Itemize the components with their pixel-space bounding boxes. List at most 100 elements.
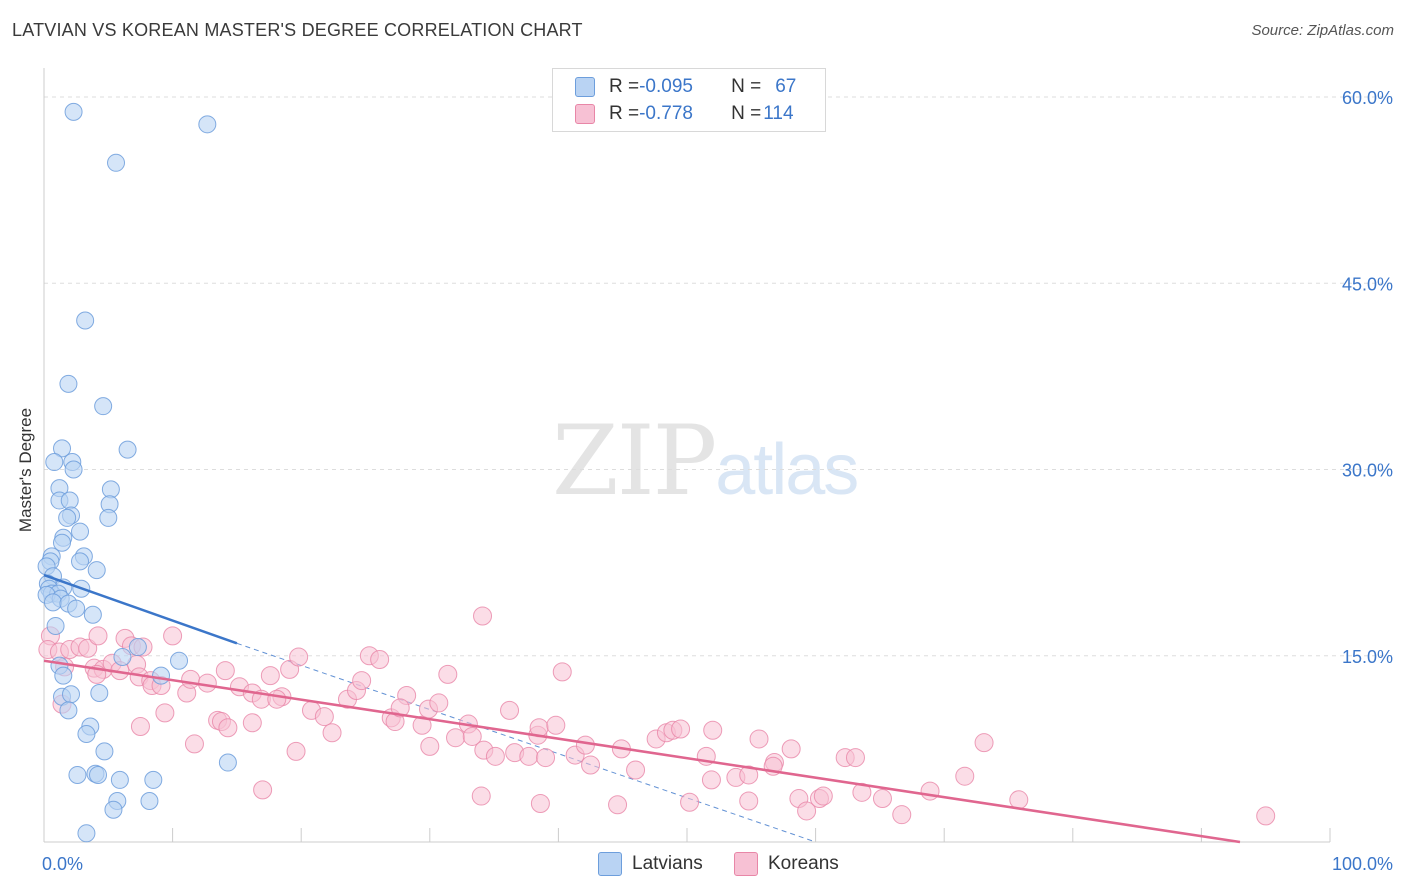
korean-point bbox=[78, 638, 98, 658]
korean-point bbox=[703, 720, 723, 740]
korean-point bbox=[955, 766, 975, 786]
korean-point bbox=[286, 741, 306, 761]
latvian-point bbox=[198, 115, 217, 134]
korean-point bbox=[473, 606, 493, 626]
korean-point bbox=[471, 786, 491, 806]
legend-latvians[interactable]: Latvians bbox=[598, 852, 703, 876]
latvian-point bbox=[71, 552, 90, 571]
legend-koreans-label: Koreans bbox=[768, 853, 839, 874]
koreans-swatch bbox=[575, 104, 595, 124]
korean-point bbox=[500, 700, 520, 720]
korean-point bbox=[852, 782, 872, 802]
korean-point bbox=[626, 760, 646, 780]
korean-point bbox=[352, 671, 372, 691]
y-tick-label: 60.0% bbox=[1342, 88, 1393, 108]
latvian-point bbox=[95, 742, 114, 761]
korean-point bbox=[181, 669, 201, 689]
latvian-point bbox=[110, 770, 129, 789]
latvian-point bbox=[64, 102, 83, 121]
latvians-trend-extension bbox=[236, 642, 816, 843]
latvian-point bbox=[59, 701, 78, 720]
latvian-point bbox=[45, 453, 64, 472]
korean-point bbox=[530, 794, 550, 814]
latvian-point bbox=[89, 765, 108, 784]
korean-point bbox=[218, 718, 238, 738]
korean-point bbox=[797, 801, 817, 821]
tick-labels: 15.0% 30.0% 45.0% 60.0% 0.0% 100.0% bbox=[42, 88, 1393, 874]
korean-point bbox=[781, 739, 801, 759]
latvian-point bbox=[76, 311, 95, 330]
korean-point bbox=[581, 755, 601, 775]
trend-lines bbox=[43, 573, 1241, 844]
y-tick-label: 15.0% bbox=[1342, 647, 1393, 667]
latvian-point bbox=[46, 616, 65, 635]
latvian-point bbox=[62, 685, 81, 704]
korean-point bbox=[412, 715, 432, 735]
korean-point bbox=[215, 661, 235, 681]
korean-point bbox=[845, 748, 865, 768]
koreans-r-value: -0.778 bbox=[639, 103, 693, 124]
legend-koreans[interactable]: Koreans bbox=[734, 852, 839, 876]
latvian-point bbox=[90, 684, 109, 702]
latvian-point bbox=[83, 605, 102, 624]
korean-point bbox=[749, 729, 769, 749]
latvian-point bbox=[67, 599, 86, 618]
korean-point bbox=[88, 626, 108, 646]
latvian-point bbox=[59, 374, 78, 393]
korean-point bbox=[438, 664, 458, 684]
korean-point bbox=[813, 786, 833, 806]
latvian-point bbox=[77, 724, 96, 743]
latvian-point bbox=[77, 824, 96, 843]
korean-point bbox=[920, 781, 940, 801]
latvians-trend-line bbox=[43, 573, 238, 645]
korean-point bbox=[519, 746, 539, 766]
korean-point bbox=[974, 733, 994, 753]
latvian-point bbox=[218, 753, 237, 772]
latvian-point bbox=[152, 666, 171, 685]
latvians-trend-dashed bbox=[236, 642, 816, 843]
watermark: ZIPatlas bbox=[552, 405, 859, 517]
korean-point bbox=[390, 698, 410, 718]
latvians-n-label: N = bbox=[731, 76, 762, 97]
korean-point bbox=[322, 723, 342, 743]
korean-point bbox=[1256, 806, 1276, 826]
korean-point bbox=[575, 735, 595, 755]
latvian-point bbox=[58, 508, 77, 527]
latvian-point bbox=[144, 770, 163, 789]
latvian-point bbox=[71, 522, 90, 541]
latvian-point bbox=[87, 561, 106, 580]
legend-latvians-swatch bbox=[598, 852, 622, 876]
latvian-point bbox=[101, 480, 120, 499]
x-tick-label-max: 100.0% bbox=[1332, 854, 1393, 874]
korean-point bbox=[608, 795, 628, 815]
korean-point bbox=[892, 805, 912, 825]
y-tick-label: 45.0% bbox=[1342, 274, 1393, 294]
korean-point bbox=[671, 719, 691, 739]
korean-point bbox=[680, 792, 700, 812]
koreans-r-label: R = bbox=[609, 103, 640, 124]
korean-point bbox=[163, 626, 183, 646]
korean-point bbox=[289, 647, 309, 667]
stats-row-koreans: R = -0.778 N = 114 bbox=[575, 102, 794, 126]
korean-point bbox=[552, 662, 572, 682]
koreans-n-label: N = bbox=[731, 103, 762, 124]
latvian-point bbox=[104, 800, 123, 819]
korean-point bbox=[485, 746, 505, 766]
korean-point bbox=[253, 780, 273, 800]
latvian-point bbox=[140, 792, 159, 811]
latvian-point bbox=[53, 439, 72, 458]
korean-point bbox=[130, 717, 150, 737]
korean-point bbox=[197, 673, 217, 693]
latvian-point bbox=[44, 593, 63, 612]
korean-point bbox=[420, 736, 440, 756]
korean-point bbox=[739, 765, 759, 785]
axes bbox=[43, 68, 1331, 843]
korean-point bbox=[242, 713, 262, 733]
legend-latvians-label: Latvians bbox=[632, 853, 703, 874]
latvian-point bbox=[99, 508, 118, 527]
korean-point bbox=[260, 666, 280, 686]
latvian-point bbox=[54, 666, 73, 685]
korean-point bbox=[739, 791, 759, 811]
korean-point bbox=[314, 707, 334, 727]
legend: Latvians Koreans bbox=[0, 852, 1406, 878]
